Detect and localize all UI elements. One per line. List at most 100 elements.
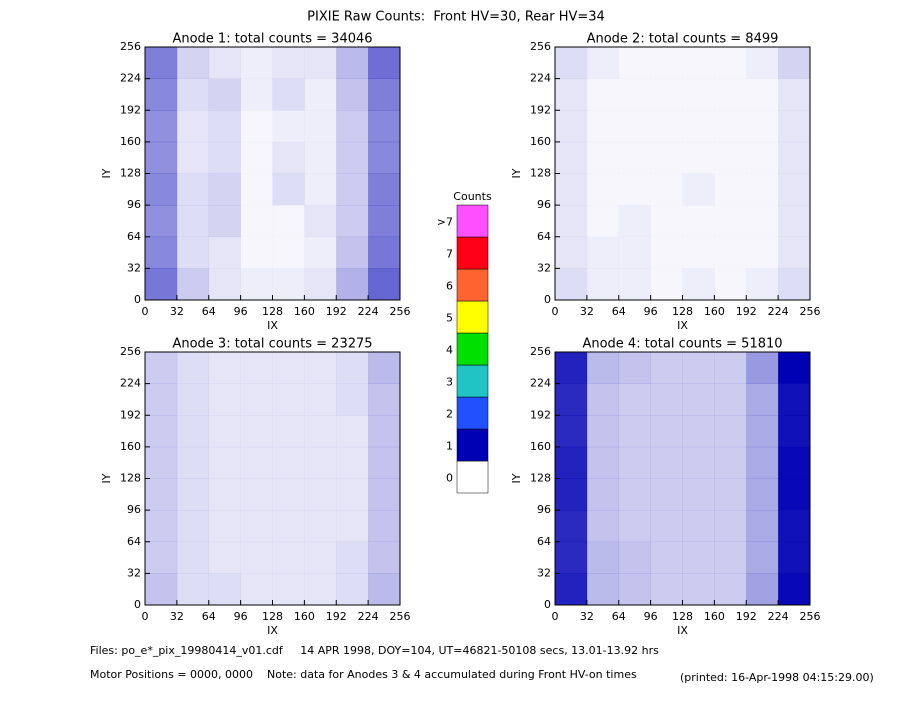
density-cell: [714, 446, 747, 479]
density-cell: [145, 573, 178, 606]
density-cell: [336, 268, 369, 301]
density-cell: [145, 446, 178, 479]
density-cell: [555, 141, 588, 174]
density-cell: [746, 47, 779, 79]
y-tick-label: 64: [537, 535, 551, 548]
density-cell: [272, 478, 305, 511]
density-cell: [586, 268, 620, 301]
density-cell: [586, 446, 620, 479]
density-cell: [555, 510, 588, 543]
density-cell: [336, 205, 369, 238]
density-cell: [586, 383, 620, 416]
density-cell: [619, 142, 651, 174]
y-tick-label: 256: [120, 345, 141, 358]
density-cell: [683, 79, 715, 111]
density-cell: [336, 236, 369, 269]
density-cell: [746, 446, 779, 479]
density-cell: [555, 352, 588, 384]
x-tick-label: 96: [234, 610, 248, 623]
density-cell: [241, 110, 273, 142]
density-cell: [586, 352, 620, 384]
density-cell: [778, 541, 811, 574]
x-tick-label: 64: [202, 610, 216, 623]
density-cell: [714, 79, 746, 111]
density-cell: [650, 415, 683, 448]
density-cell: [778, 352, 811, 384]
density-cell: [778, 510, 811, 543]
density-cell: [368, 541, 401, 574]
x-tick-label: 0: [552, 610, 559, 623]
density-cell: [336, 173, 369, 206]
y-tick-label: 32: [127, 261, 141, 274]
y-tick-label: 224: [530, 72, 551, 85]
density-cell: [778, 141, 811, 174]
density-cell: [145, 383, 178, 416]
density-cell: [273, 205, 305, 237]
density-cell: [746, 268, 779, 301]
density-cell: [272, 47, 305, 79]
y-tick-label: 192: [120, 408, 141, 421]
density-cell: [208, 510, 241, 543]
density-cell: [619, 110, 651, 142]
x-tick-label: 32: [170, 610, 184, 623]
density-cell: [587, 205, 619, 237]
density-cell: [368, 573, 401, 606]
x-tick-label: 0: [142, 610, 149, 623]
density-cell: [273, 237, 305, 269]
density-cell: [145, 268, 178, 301]
density-cell: [336, 352, 369, 384]
density-cell: [176, 268, 210, 301]
x-tick-label: 64: [612, 610, 626, 623]
x-tick-label: 64: [612, 305, 626, 318]
density-cell: [304, 446, 337, 479]
density-cell: [208, 47, 241, 79]
x-axis-label: IX: [267, 624, 278, 637]
y-tick-label: 0: [544, 598, 551, 611]
y-tick-label: 0: [544, 293, 551, 306]
density-cell: [587, 142, 619, 174]
x-tick-label: 160: [704, 305, 725, 318]
y-tick-label: 96: [537, 198, 551, 211]
density-cell: [746, 352, 779, 384]
density-cell: [714, 573, 747, 606]
y-tick-label: 96: [127, 198, 141, 211]
density-cell: [304, 78, 337, 111]
density-cell: [240, 446, 273, 479]
density-cell: [176, 446, 210, 479]
x-tick-label: 160: [294, 305, 315, 318]
density-cell: [176, 573, 210, 606]
density-cell: [682, 352, 715, 384]
density-cell: [208, 446, 241, 479]
density-cell: [304, 541, 337, 574]
y-tick-label: 32: [537, 566, 551, 579]
colorbar-box: [456, 396, 489, 430]
colorbar-box: [456, 332, 489, 366]
density-cell: [304, 268, 337, 301]
density-cell: [778, 78, 811, 111]
density-cell: [618, 236, 651, 269]
x-tick-label: 224: [358, 610, 379, 623]
x-tick-label: 0: [552, 305, 559, 318]
density-cell: [714, 110, 746, 142]
y-tick-label: 224: [120, 72, 141, 85]
y-tick-label: 224: [530, 377, 551, 390]
density-cell: [368, 383, 401, 416]
density-cell: [304, 173, 337, 206]
footer-printed: (printed: 16-Apr-1998 04:15:29.00): [680, 671, 874, 684]
density-cell: [618, 510, 651, 543]
density-cell: [304, 415, 337, 448]
density-cell: [241, 237, 273, 269]
density-cell: [555, 110, 588, 143]
colorbar-label: 4: [446, 344, 453, 357]
y-tick-label: 256: [530, 345, 551, 358]
x-tick-label: 128: [262, 610, 283, 623]
density-cell: [746, 415, 779, 448]
density-cell: [145, 47, 178, 79]
density-cell: [368, 110, 401, 143]
density-cell: [746, 237, 778, 269]
density-cell: [714, 510, 747, 543]
density-cell: [555, 415, 588, 448]
density-cell: [145, 541, 178, 574]
density-cell: [336, 47, 369, 79]
x-tick-label: 224: [768, 610, 789, 623]
